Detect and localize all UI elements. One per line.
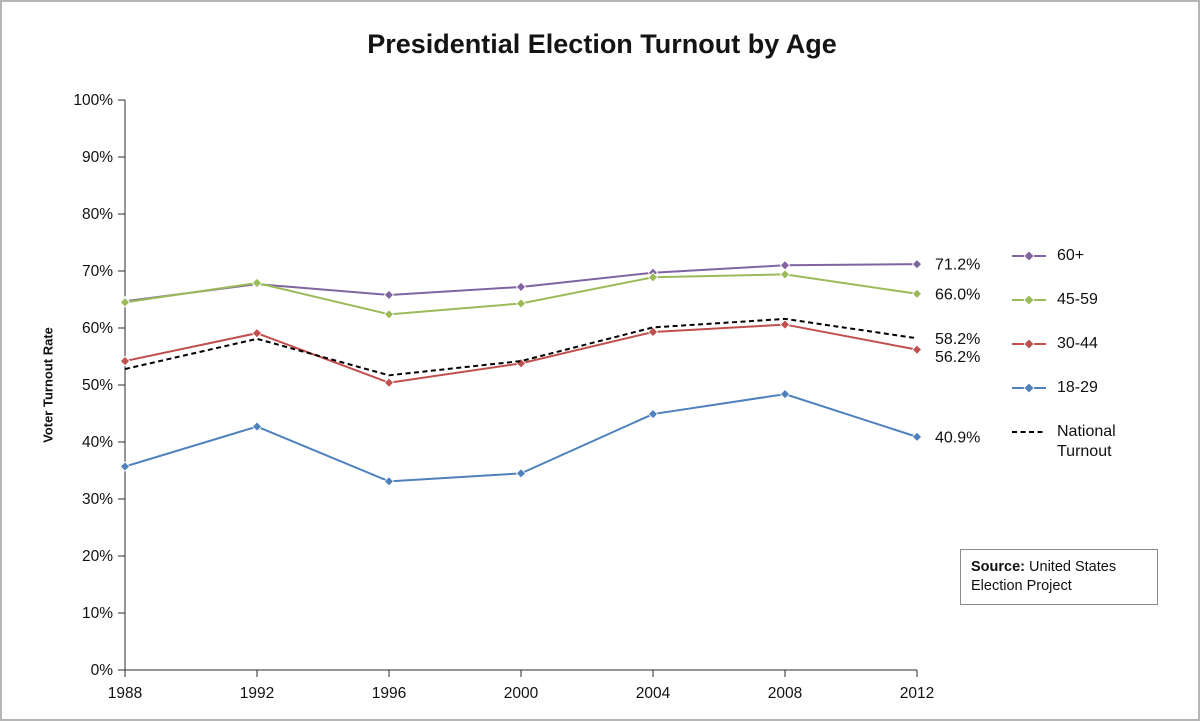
- series-end-label: 40.9%: [935, 429, 980, 446]
- legend-label-60: 60+: [1057, 247, 1085, 264]
- series-end-label: 71.2%: [935, 257, 980, 274]
- data-point-30-44: [383, 377, 395, 388]
- series-end-label: 58.2%: [935, 331, 980, 348]
- legend-marker-60: [1012, 250, 1046, 262]
- legend-diamond: [1023, 338, 1035, 350]
- data-point-60: [911, 258, 923, 270]
- legend-diamond: [1023, 382, 1035, 394]
- legend-label-45-59: 45-59: [1057, 291, 1098, 308]
- data-point-45-59: [911, 288, 923, 299]
- data-point-45-59: [515, 298, 527, 309]
- y-tick-label: 20%: [82, 548, 113, 565]
- data-point-18-29: [911, 431, 923, 443]
- data-point-60: [515, 281, 527, 293]
- legend-label-national-turnout: National Turnout: [1057, 423, 1116, 460]
- data-point-18-29: [251, 421, 263, 432]
- data-point-30-44: [251, 327, 263, 339]
- y-tick-label: 50%: [82, 377, 113, 394]
- legend-label-30-44: 30-44: [1057, 335, 1098, 352]
- legend-marker-30-44: [1012, 338, 1046, 350]
- source-text: United States Election Project: [971, 559, 1117, 595]
- y-tick-label: 80%: [82, 206, 113, 223]
- y-tick-label: 10%: [82, 605, 113, 622]
- y-tick-label: 70%: [82, 263, 113, 280]
- legend-diamond: [1023, 250, 1035, 262]
- x-tick-label: 2004: [636, 685, 671, 702]
- data-point-18-29: [647, 408, 659, 420]
- legend-item-60: 60+: [1010, 246, 1180, 266]
- data-point-60: [383, 289, 395, 301]
- x-tick-label: 1988: [108, 685, 142, 702]
- series-end-label: 66.0%: [935, 286, 980, 303]
- data-point-18-29: [119, 461, 131, 472]
- legend-marker-18-29: [1012, 382, 1046, 394]
- source-box: Source: United States Election Project: [960, 549, 1158, 606]
- y-tick-label: 100%: [73, 92, 113, 109]
- series-line-30-44: [124, 323, 918, 384]
- data-point-30-44: [119, 355, 131, 367]
- y-tick-label: 30%: [82, 491, 113, 508]
- data-point-45-59: [119, 297, 131, 308]
- x-tick-label: 2008: [768, 685, 802, 702]
- legend-item-30-44: 30-44: [1010, 334, 1180, 354]
- legend-item-45-59: 45-59: [1010, 290, 1180, 310]
- y-tick-label: 90%: [82, 149, 113, 166]
- legend: 60+ 45-59 30-44 18-29 National Turnout: [1010, 246, 1180, 486]
- y-tick-label: 0%: [91, 662, 114, 679]
- data-point-45-59: [251, 277, 263, 289]
- data-point-18-29: [515, 468, 527, 479]
- data-point-30-44: [647, 326, 659, 338]
- legend-item-national-turnout: National Turnout: [1010, 422, 1180, 462]
- chart-title: Presidential Election Turnout by Age: [367, 29, 837, 59]
- x-tick-label: 2012: [900, 685, 934, 702]
- data-point-45-59: [779, 269, 791, 280]
- y-tick-label: 60%: [82, 320, 113, 337]
- data-point-45-59: [647, 272, 659, 283]
- data-point-18-29: [383, 476, 395, 487]
- data-point-30-44: [779, 319, 791, 330]
- data-point-18-29: [779, 388, 791, 400]
- series-end-label: 56.2%: [935, 349, 980, 366]
- data-point-45-59: [383, 309, 395, 320]
- legend-marker-national-turnout: [1012, 431, 1046, 433]
- data-point-60: [779, 260, 791, 271]
- source-label: Source:: [971, 559, 1025, 575]
- legend-label-18-29: 18-29: [1057, 379, 1098, 396]
- series-line-national-turnout: [124, 317, 918, 377]
- legend-diamond: [1023, 294, 1035, 306]
- x-tick-label: 1992: [240, 685, 274, 702]
- data-point-30-44: [911, 344, 923, 355]
- y-tick-label: 40%: [82, 434, 113, 451]
- legend-item-18-29: 18-29: [1010, 378, 1180, 398]
- x-tick-label: 2000: [504, 685, 539, 702]
- x-tick-label: 1996: [372, 685, 406, 702]
- legend-marker-45-59: [1012, 294, 1046, 306]
